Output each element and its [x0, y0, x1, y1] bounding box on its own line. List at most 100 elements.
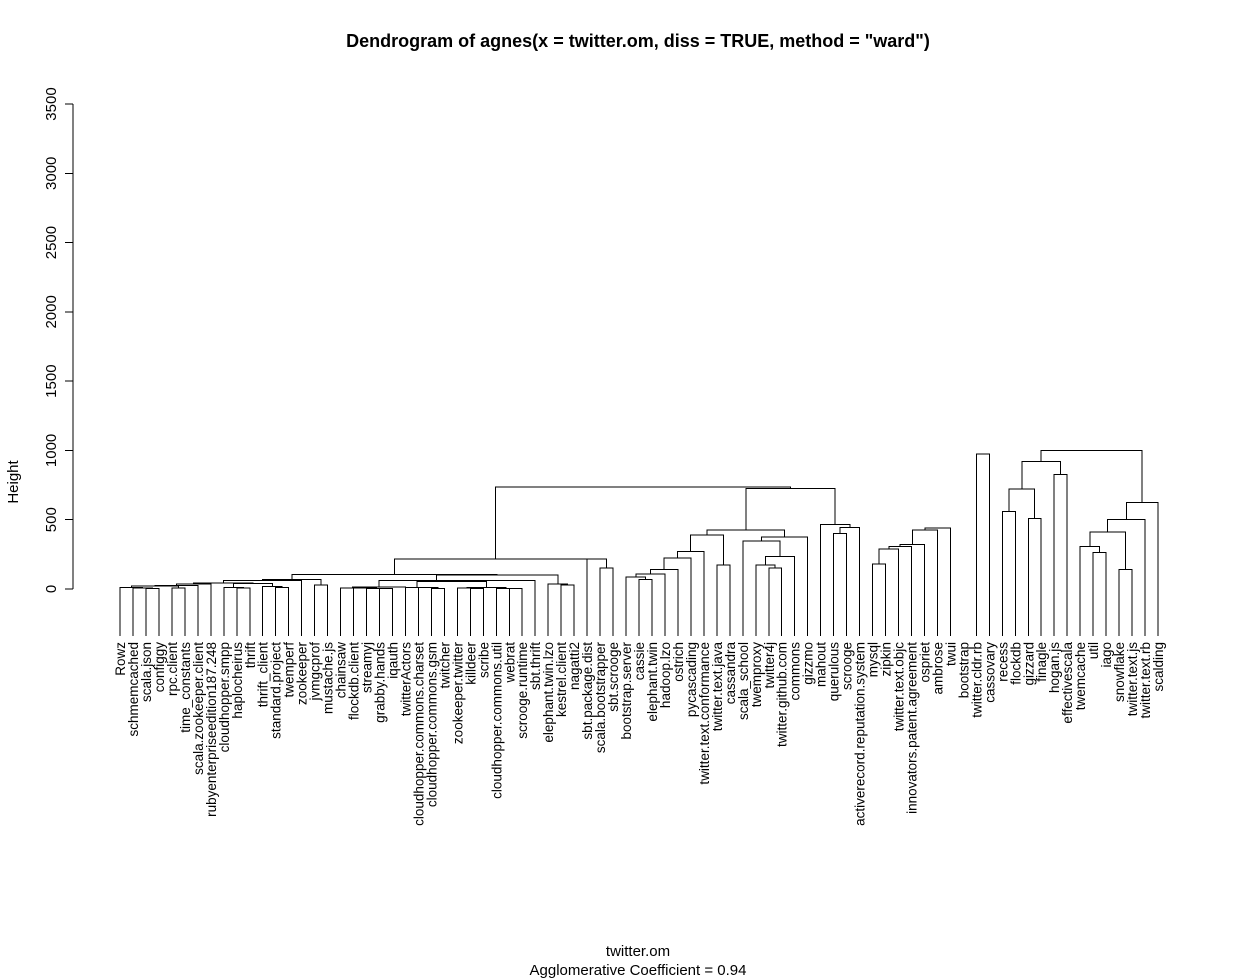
- merge-link: [340, 587, 366, 636]
- merge-link: [1079, 546, 1101, 636]
- merge-link: [275, 587, 290, 636]
- leaf-label: rubyenterpriseedition187.248: [204, 642, 219, 817]
- merge-link: [417, 587, 439, 636]
- merge-link: [145, 587, 160, 636]
- merge-link: [899, 544, 925, 636]
- leaf-label: cassandra: [723, 642, 738, 705]
- leaf-label: zookeeper: [295, 641, 310, 705]
- leaf-label: scrooge.runtime: [515, 642, 530, 739]
- agglomerative-coefficient: Agglomerative Coefficient = 0.94: [530, 962, 747, 979]
- merge-link: [262, 586, 283, 636]
- leaf-label: twitter.github.com: [775, 642, 790, 747]
- merge-link: [223, 586, 244, 636]
- leaf-label: util: [1086, 642, 1101, 659]
- leaf-label: jvmgcprof: [308, 642, 323, 702]
- y-axis: 0 500 1000 1500 2000 2500 3000 3500: [43, 87, 74, 593]
- merge-link: [353, 587, 377, 636]
- merge-link: [366, 587, 387, 636]
- merge-link: [635, 573, 666, 636]
- merge-link: [888, 546, 912, 636]
- leaf-label: iago: [1099, 642, 1114, 668]
- merge-link: [547, 583, 569, 636]
- leaf-label: twemcache: [1073, 642, 1088, 710]
- leaf-label: chainsaw: [334, 642, 349, 699]
- merge-link: [1008, 488, 1036, 519]
- leaf-label: twitter.text.js: [1125, 642, 1140, 717]
- merge-link: [1092, 551, 1107, 636]
- merge-link: [222, 580, 303, 636]
- y-tick-label: 3000: [43, 157, 60, 190]
- merge-link: [508, 587, 523, 636]
- y-tick-label: 0: [43, 585, 60, 593]
- leaf-label: twitter.text.objc: [892, 642, 907, 732]
- merge-link: [393, 558, 597, 575]
- merge-link: [435, 574, 559, 585]
- y-tick-label: 2000: [43, 295, 60, 328]
- leaf-label: flockdb.client: [347, 642, 362, 720]
- leaf-label: hadoop.lzo: [658, 642, 673, 708]
- chart-title: Dendrogram of agnes(x = twitter.om, diss…: [346, 31, 930, 51]
- leaf-label: zookeeper.twitter: [450, 642, 465, 745]
- leaf-label: twemperf: [282, 642, 297, 698]
- merge-link: [1021, 461, 1062, 490]
- leaf-label: gizzard: [1021, 642, 1036, 686]
- leaf-label: elephant.twin: [645, 642, 660, 722]
- merge-link: [171, 587, 186, 636]
- leaf-label: effectivescala: [1060, 642, 1075, 724]
- leaf-label: ospriet: [917, 642, 932, 683]
- leaf-label: scribe: [476, 642, 491, 678]
- leaf-label: ambrose: [930, 642, 945, 695]
- leaf-label: ostrich: [671, 642, 686, 682]
- leaf-label: kestrel.client: [554, 642, 569, 717]
- leaf-label: twitter.text.rb: [1138, 642, 1153, 719]
- leaf-label: twitcher: [437, 641, 452, 688]
- y-tick-label: 1000: [43, 434, 60, 467]
- y-tick-label: 2500: [43, 226, 60, 259]
- leaf-label: nagatti2: [567, 642, 582, 690]
- leaf-label: rpc.client: [165, 642, 180, 696]
- leaf-label: thrift: [243, 642, 258, 669]
- leaf-label: twemproxy: [749, 642, 764, 708]
- leaf-label: time_constants: [178, 642, 193, 733]
- leaf-label: zipkin: [879, 642, 894, 677]
- merge-link: [1053, 474, 1068, 636]
- leaf-labels: Rowzschmemcachedscala.jsonconfiggyrpc.cl…: [113, 641, 1166, 825]
- leaf-label: scrooge: [840, 642, 855, 690]
- leaf-label: activerecord.reputation.system: [853, 642, 868, 826]
- merge-link: [690, 534, 724, 565]
- dendrogram-tree: [119, 449, 1159, 636]
- y-tick-label: 1500: [43, 364, 60, 397]
- leaf-label: snowflake: [1112, 642, 1127, 702]
- leaf-label: twitter.text.conformance: [697, 642, 712, 785]
- merge-link: [625, 576, 646, 636]
- merge-link: [314, 584, 329, 636]
- leaf-label: mahout: [814, 642, 829, 687]
- leaf-label: cassovary: [982, 642, 997, 703]
- leaf-label: innovators.patent.agreement: [904, 642, 919, 814]
- merge-link: [878, 548, 899, 636]
- merge-link: [833, 533, 848, 636]
- merge-link: [924, 527, 951, 636]
- merge-link: [379, 587, 393, 636]
- x-axis-label: twitter.om: [606, 943, 670, 960]
- merge-link: [1118, 569, 1133, 636]
- merge-link: [154, 585, 199, 636]
- leaf-label: mysql: [866, 642, 881, 677]
- merge-link: [1040, 449, 1143, 503]
- leaf-label: grabby.hands: [373, 642, 388, 723]
- merge-link: [716, 564, 731, 636]
- merge-link: [872, 563, 887, 636]
- leaf-label: cloudhopper.commons.charset: [411, 642, 426, 826]
- leaf-label: webrat: [502, 642, 517, 684]
- merge-link: [745, 488, 836, 531]
- leaf-label: commons: [788, 642, 803, 701]
- leaf-label: schmemcached: [126, 642, 141, 737]
- leaf-label: scala.zookeeper.client: [191, 642, 206, 775]
- merge-link: [1125, 501, 1159, 636]
- leaf-label: bootstrap: [956, 642, 971, 698]
- merge-link: [839, 526, 861, 636]
- leaf-label: querulous: [827, 642, 842, 702]
- merge-link: [765, 555, 796, 636]
- merge-link: [649, 569, 679, 636]
- leaf-label: twitter4j: [762, 642, 777, 689]
